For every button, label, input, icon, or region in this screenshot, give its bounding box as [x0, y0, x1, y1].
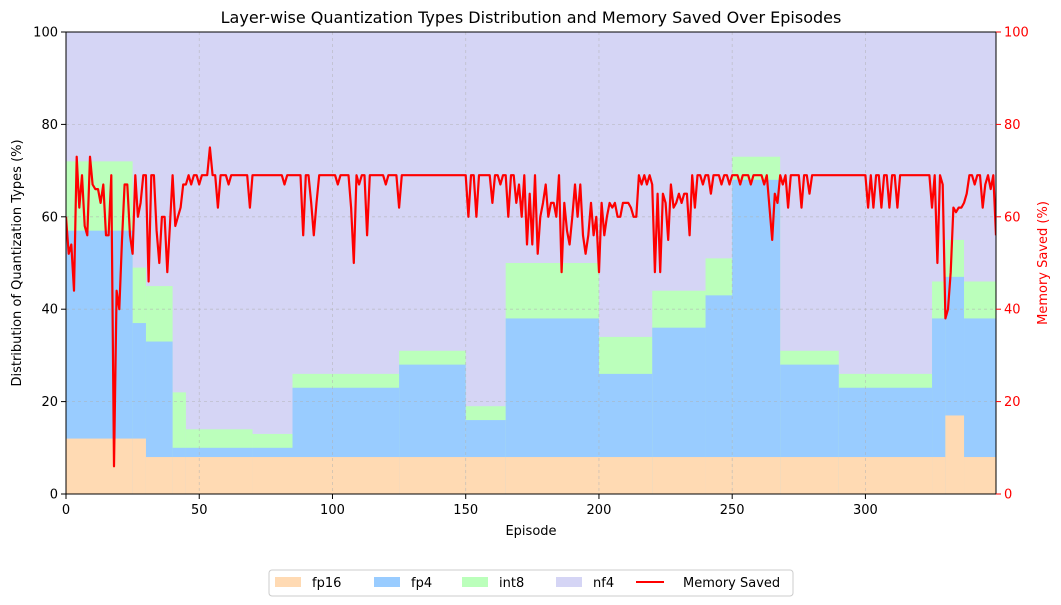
area-fp16-segment — [652, 457, 706, 494]
x-tick-label: 200 — [587, 503, 612, 518]
legend-swatch-fp4 — [374, 577, 400, 587]
area-fp16 — [66, 415, 996, 494]
x-axis-title: Episode — [505, 524, 556, 539]
area-fp16-segment — [964, 457, 996, 494]
area-fp16-segment — [132, 438, 146, 494]
y-axis-title: Distribution of Quantization Types (%) — [10, 139, 25, 386]
area-fp16-segment — [145, 457, 173, 494]
legend-swatch-nf4 — [556, 577, 582, 587]
area-fp16-segment — [598, 457, 653, 494]
y-axis-ticks: 0 20 40 60 80 100 — [33, 26, 66, 503]
area-layer — [66, 32, 996, 494]
legend-swatch-fp16 — [275, 577, 301, 587]
x-tick-label: 300 — [853, 503, 878, 518]
y2-tick-label: 40 — [1004, 303, 1021, 318]
y-tick-label: 0 — [50, 488, 58, 503]
legend-label-fp16: fp16 — [312, 576, 341, 591]
area-fp16-segment — [399, 457, 466, 494]
legend-label-memory-saved: Memory Saved — [683, 576, 780, 591]
x-axis-ticks: 0 50 100 150 200 250 300 — [62, 494, 878, 518]
area-fp16-segment — [66, 438, 133, 494]
line-memory-saved — [66, 146, 996, 468]
x-tick-label: 250 — [720, 503, 745, 518]
plot-frame — [65, 31, 997, 495]
chart-title: Layer-wise Quantization Types Distributi… — [221, 8, 842, 27]
legend-frame — [268, 569, 794, 597]
y2-axis-ticks: 0 20 40 60 80 100 — [996, 26, 1029, 503]
x-tick-label: 50 — [191, 503, 208, 518]
x-tick-label: 150 — [453, 503, 478, 518]
x-tick-label: 100 — [320, 503, 345, 518]
y-tick-label: 60 — [41, 210, 58, 225]
legend-label-int8: int8 — [499, 576, 524, 591]
area-fp16-segment — [172, 457, 186, 494]
x-tick-label: 0 — [62, 503, 70, 518]
legend-swatch-int8 — [462, 577, 488, 587]
area-fp16-segment — [252, 457, 293, 494]
area-fp16-segment — [185, 457, 253, 494]
y2-tick-label: 20 — [1004, 395, 1021, 410]
y2-tick-label: 60 — [1004, 210, 1021, 225]
y2-tick-label: 100 — [1004, 26, 1029, 41]
area-fp16-segment — [292, 457, 400, 494]
y-tick-label: 40 — [41, 303, 58, 318]
y2-tick-label: 0 — [1004, 488, 1012, 503]
y-tick-label: 80 — [41, 118, 58, 133]
legend-label-nf4: nf4 — [593, 576, 614, 591]
area-fp16-segment — [465, 457, 506, 494]
legend-label-fp4: fp4 — [411, 576, 432, 591]
area-fp16-segment — [505, 457, 599, 494]
area-fp16-segment — [780, 457, 839, 494]
y2-tick-label: 80 — [1004, 118, 1021, 133]
y-tick-label: 20 — [41, 395, 58, 410]
y2-axis-title: Memory Saved (%) — [1036, 201, 1051, 325]
y-tick-label: 100 — [33, 26, 58, 41]
line-layer — [66, 146, 996, 468]
legend: fp16 fp4 int8 nf4 Memory Saved — [268, 569, 794, 597]
area-fp16-segment — [838, 457, 933, 494]
grid-layer — [66, 32, 996, 494]
area-fp16-segment — [932, 457, 946, 494]
area-fp16-segment — [945, 415, 965, 494]
area-fp16-segment — [732, 457, 781, 494]
area-fp4-segment — [932, 318, 946, 494]
area-fp16-segment — [705, 457, 733, 494]
